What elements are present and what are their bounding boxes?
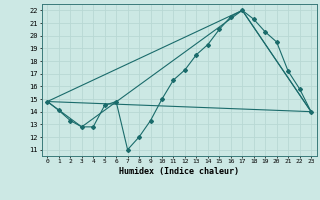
- X-axis label: Humidex (Indice chaleur): Humidex (Indice chaleur): [119, 167, 239, 176]
